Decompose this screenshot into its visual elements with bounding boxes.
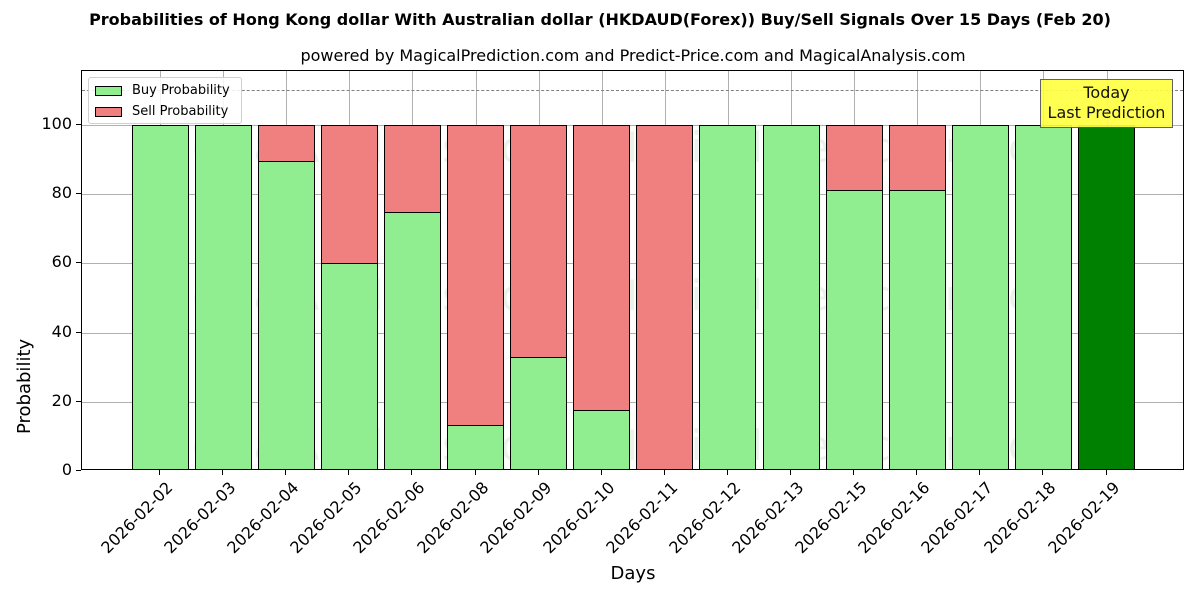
- grid-line-horizontal: [82, 125, 1183, 126]
- legend-label-buy: Buy Probability: [132, 83, 230, 98]
- x-tick-mark: [600, 470, 602, 475]
- reference-line-110: [82, 90, 1183, 92]
- x-tick-mark: [1042, 470, 1044, 475]
- sell-bar-2026-02-11: [636, 125, 694, 469]
- today-annotation: Today Last Prediction: [1040, 79, 1173, 128]
- chart-subtitle: powered by MagicalPrediction.com and Pre…: [300, 46, 966, 65]
- x-tick-mark: [726, 470, 728, 475]
- sell-swatch-icon: [95, 106, 122, 117]
- x-tick-mark: [159, 470, 160, 475]
- buy-bar-2026-02-17: [951, 125, 1009, 469]
- x-tick-mark: [916, 470, 918, 475]
- x-tick-mark: [790, 470, 791, 475]
- sell-bar-2026-02-08: [447, 125, 504, 426]
- sell-bar-2026-02-15: [825, 125, 883, 191]
- chart-title: Probabilities of Hong Kong dollar With A…: [89, 10, 1111, 29]
- y-tick-label: 80: [51, 183, 72, 203]
- buy-bar-2026-02-09: [510, 357, 568, 469]
- x-tick-mark: [853, 470, 855, 475]
- buy-bar-2026-02-18: [1014, 125, 1072, 469]
- y-tick-label: 20: [51, 390, 72, 410]
- buy-bar-2026-02-02: [131, 125, 189, 469]
- y-tick-mark: [76, 193, 81, 195]
- y-tick-label: 0: [61, 460, 72, 479]
- x-tick-mark: [285, 470, 287, 475]
- sell-bar-2026-02-09: [510, 125, 568, 359]
- x-tick-mark: [663, 470, 665, 475]
- plot-area: MagicalAnalysis.comMagicalAnalysis.comMa…: [81, 70, 1184, 470]
- buy-bar-2026-02-06: [383, 211, 441, 469]
- legend-item-buy: Buy Probability: [95, 83, 230, 98]
- y-tick-label: 40: [51, 321, 72, 341]
- buy-bar-2026-02-08: [447, 424, 504, 469]
- grid-line-horizontal: [82, 401, 1183, 403]
- sell-bar-2026-02-10: [573, 125, 631, 411]
- annotation-line2: Last Prediction: [1047, 103, 1166, 122]
- legend-label-sell: Sell Probability: [132, 104, 229, 119]
- x-axis-label: Days: [610, 563, 656, 584]
- buy-bar-2026-02-03: [194, 125, 252, 469]
- x-tick-mark: [474, 470, 476, 475]
- x-tick-mark: [1105, 470, 1107, 475]
- y-axis-label-wrap: Probability: [14, 324, 38, 434]
- y-tick-label: 100: [41, 114, 72, 133]
- legend: Buy Probability Sell Probability: [88, 77, 242, 124]
- grid-line-horizontal: [82, 194, 1183, 196]
- legend-item-sell: Sell Probability: [95, 104, 228, 119]
- y-tick-mark: [76, 470, 81, 471]
- grid-line-horizontal: [82, 263, 1183, 265]
- buy-bar-2026-02-04: [257, 160, 315, 469]
- buy-bar-2026-02-19: [1078, 125, 1135, 469]
- sell-bar-2026-02-16: [888, 125, 946, 191]
- x-tick-mark: [348, 470, 350, 475]
- buy-swatch-icon: [95, 85, 122, 96]
- sell-bar-2026-02-04: [257, 125, 315, 162]
- buy-bar-2026-02-05: [320, 263, 378, 469]
- y-axis-label: Probability: [14, 338, 35, 434]
- sell-bar-2026-02-05: [320, 125, 378, 265]
- buy-bar-2026-02-12: [699, 125, 757, 469]
- annotation-line1: Today: [1083, 83, 1130, 102]
- x-tick-mark: [537, 470, 539, 475]
- buy-bar-2026-02-16: [888, 189, 946, 469]
- sell-bar-2026-02-06: [383, 125, 441, 213]
- y-tick-mark: [76, 262, 81, 264]
- buy-bar-2026-02-15: [825, 189, 883, 469]
- y-tick-mark: [76, 331, 81, 333]
- y-tick-mark: [76, 124, 81, 125]
- x-tick-mark: [979, 470, 981, 475]
- buy-bar-2026-02-10: [573, 409, 631, 469]
- y-tick-label: 60: [51, 252, 72, 272]
- x-tick-mark: [222, 470, 224, 475]
- x-tick-mark: [411, 470, 413, 475]
- grid-line-horizontal: [82, 332, 1183, 334]
- buy-bar-2026-02-13: [762, 125, 820, 469]
- y-tick-mark: [76, 400, 81, 402]
